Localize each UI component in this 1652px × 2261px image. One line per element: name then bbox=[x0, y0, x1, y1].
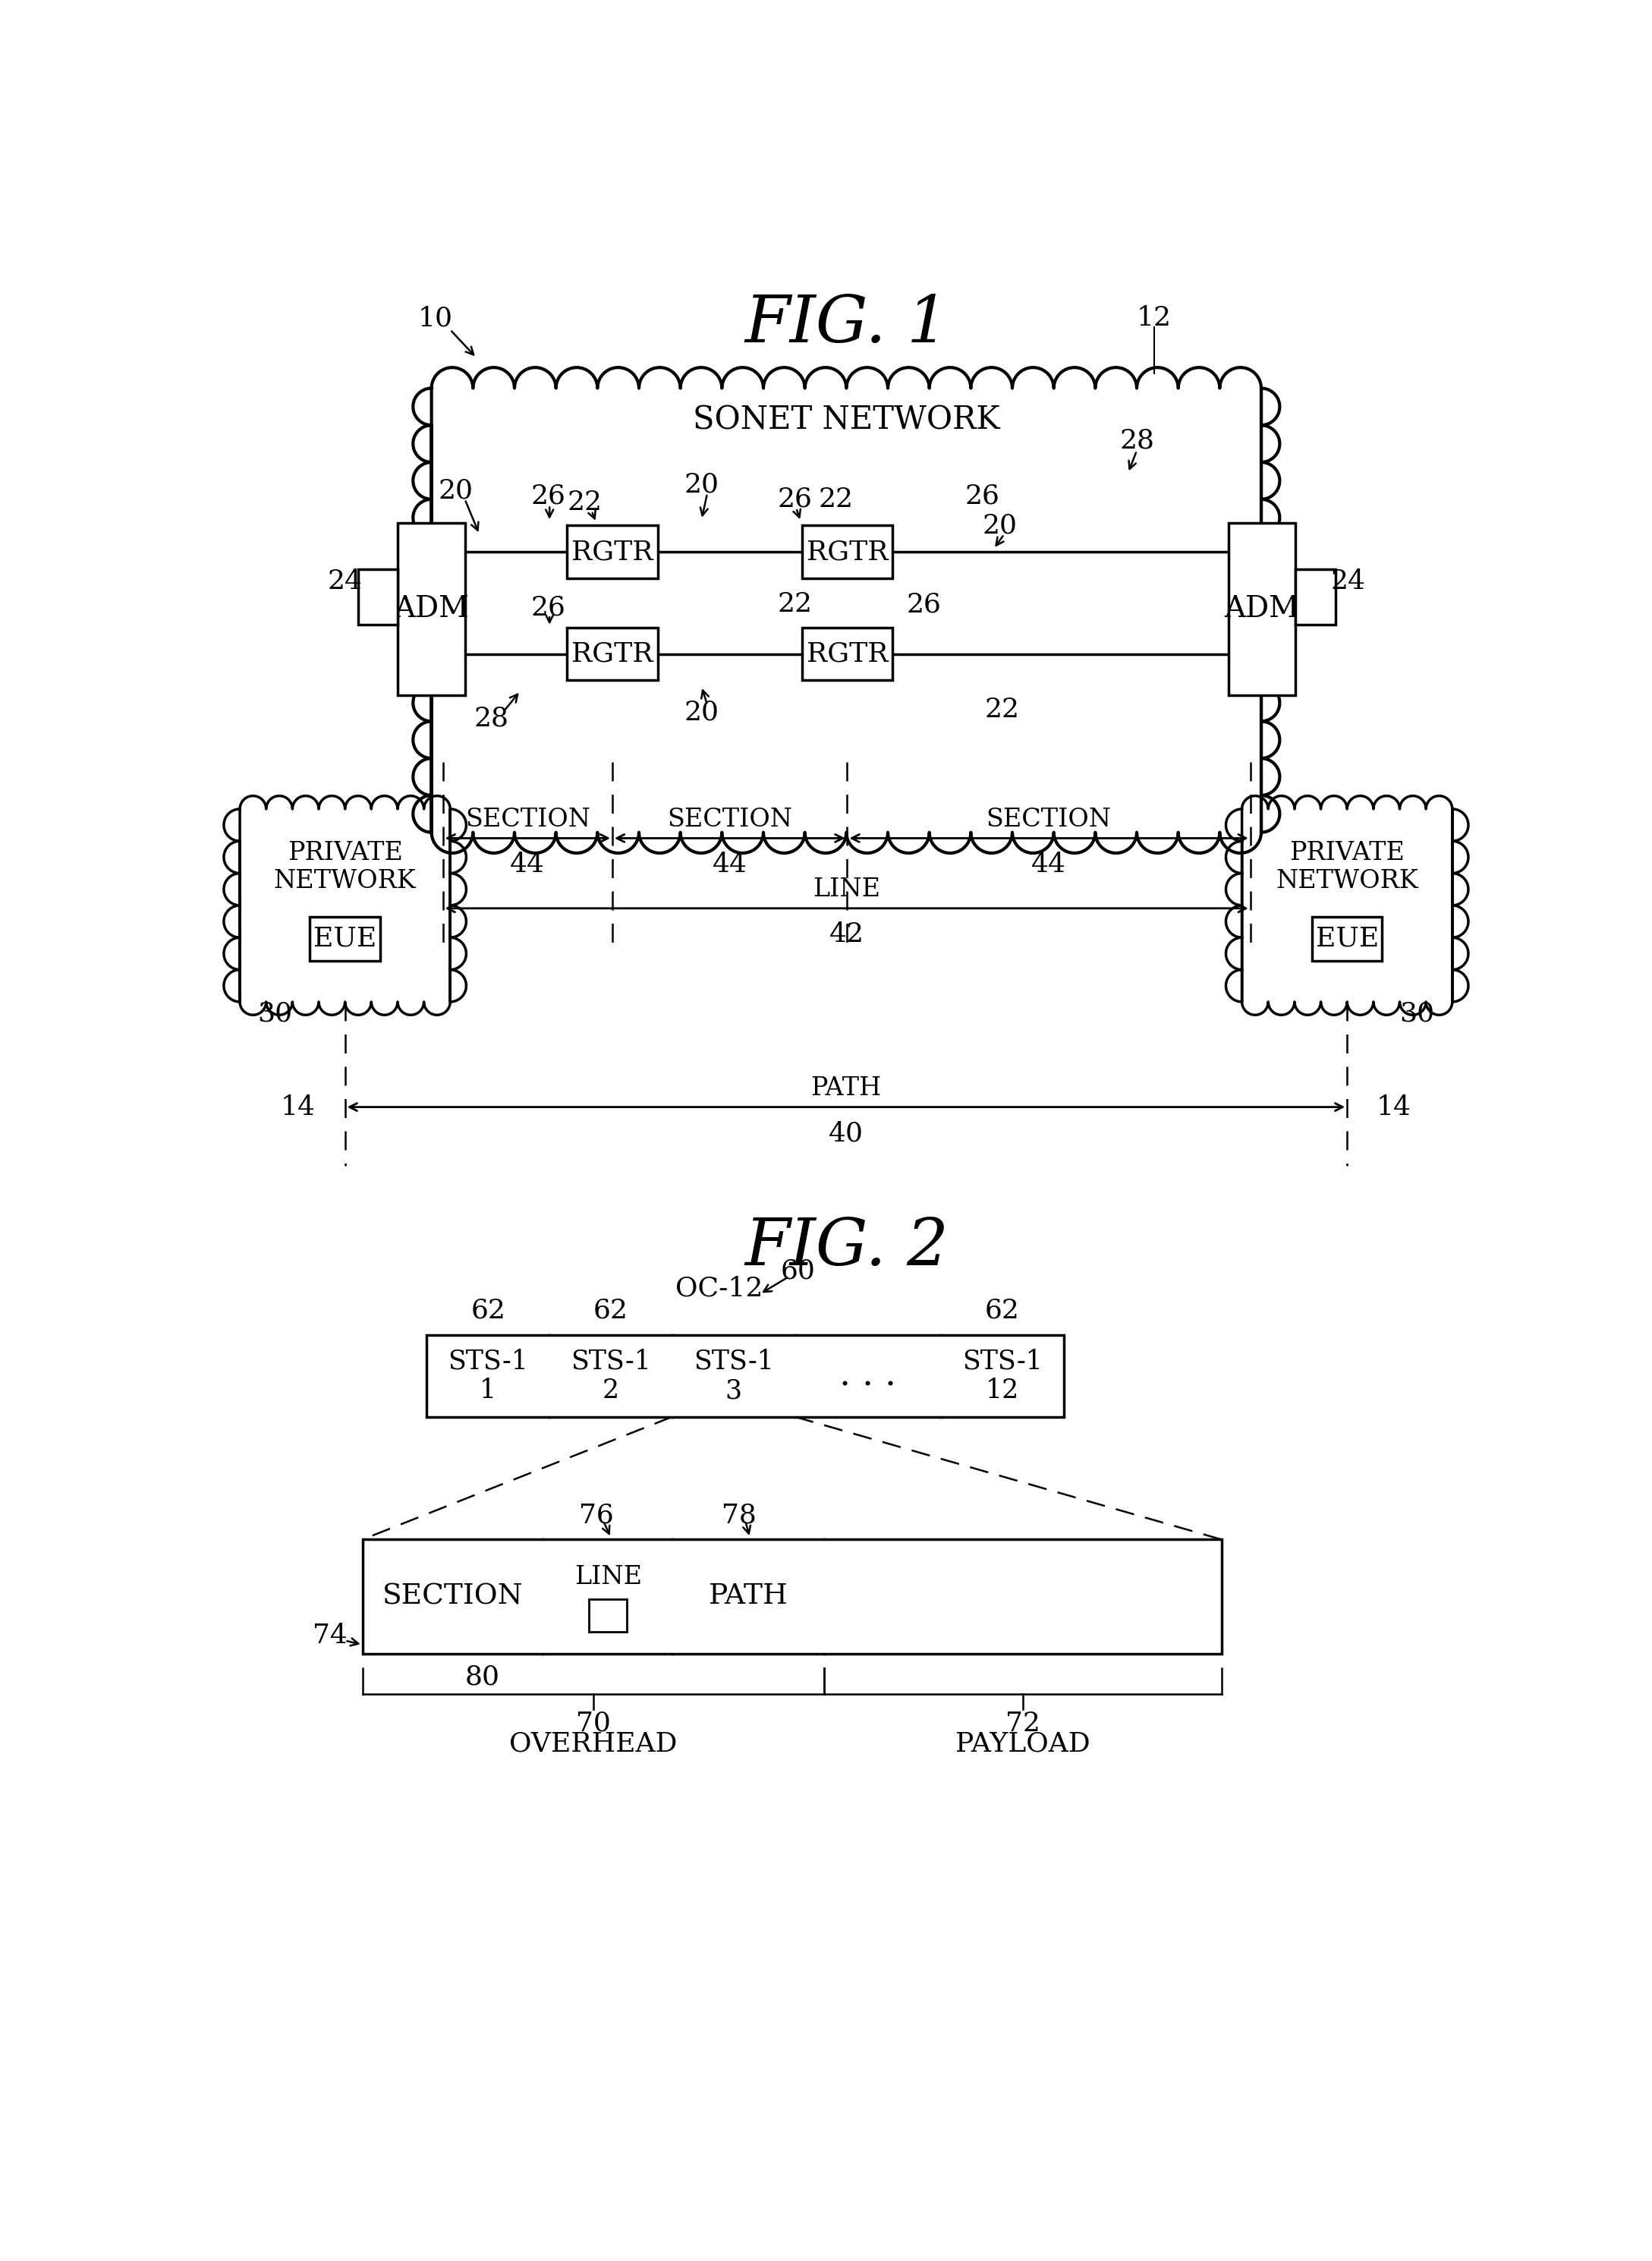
Text: LINE: LINE bbox=[813, 877, 881, 902]
Text: PRIVATE
NETWORK: PRIVATE NETWORK bbox=[274, 841, 416, 893]
Text: 72: 72 bbox=[1006, 1712, 1041, 1736]
Text: 80: 80 bbox=[464, 1664, 501, 1689]
Text: STS-1
1: STS-1 1 bbox=[448, 1348, 529, 1404]
Text: . . .: . . . bbox=[839, 1359, 897, 1393]
Text: 14: 14 bbox=[1376, 1094, 1411, 1119]
Text: 14: 14 bbox=[281, 1094, 316, 1119]
Text: 26: 26 bbox=[530, 595, 565, 620]
Text: STS-1
2: STS-1 2 bbox=[570, 1348, 651, 1404]
Text: 20: 20 bbox=[684, 473, 719, 497]
Bar bbox=[567, 629, 657, 681]
Text: PRIVATE
NETWORK: PRIVATE NETWORK bbox=[1275, 841, 1419, 893]
Text: 40: 40 bbox=[829, 1121, 864, 1146]
Text: 70: 70 bbox=[577, 1712, 611, 1736]
Text: 30: 30 bbox=[258, 1002, 292, 1026]
Text: 78: 78 bbox=[722, 1501, 757, 1528]
Text: 28: 28 bbox=[1120, 427, 1155, 454]
Text: FIG. 1: FIG. 1 bbox=[745, 292, 948, 355]
Text: 22: 22 bbox=[818, 486, 854, 513]
Text: 20: 20 bbox=[438, 477, 474, 504]
Text: ADM: ADM bbox=[1224, 595, 1300, 622]
Bar bbox=[567, 525, 657, 579]
Text: 24: 24 bbox=[1332, 568, 1366, 595]
Text: 24: 24 bbox=[327, 568, 362, 595]
Text: 28: 28 bbox=[474, 705, 509, 730]
Text: PAYLOAD: PAYLOAD bbox=[955, 1732, 1090, 1757]
Text: 10: 10 bbox=[418, 305, 453, 330]
Text: 74: 74 bbox=[312, 1623, 349, 1648]
Text: 44: 44 bbox=[1031, 852, 1066, 877]
Text: RGTR: RGTR bbox=[572, 538, 653, 565]
Bar bbox=[1229, 522, 1295, 694]
Text: SECTION: SECTION bbox=[667, 807, 793, 832]
Text: 26: 26 bbox=[778, 486, 813, 513]
Text: LINE: LINE bbox=[575, 1565, 641, 1589]
Text: 62: 62 bbox=[985, 1298, 1019, 1323]
Text: 76: 76 bbox=[578, 1501, 613, 1528]
Bar bbox=[398, 522, 464, 694]
Text: 62: 62 bbox=[471, 1298, 506, 1323]
Text: 22: 22 bbox=[778, 592, 813, 617]
Text: 62: 62 bbox=[593, 1298, 628, 1323]
Text: 20: 20 bbox=[684, 699, 719, 726]
Text: STS-1
12: STS-1 12 bbox=[961, 1348, 1042, 1404]
Text: 60: 60 bbox=[780, 1257, 816, 1284]
Text: SECTION: SECTION bbox=[383, 1583, 524, 1610]
Text: FIG. 2: FIG. 2 bbox=[745, 1216, 948, 1280]
Bar bbox=[362, 1540, 1221, 1653]
Text: PATH: PATH bbox=[811, 1076, 882, 1101]
Text: 22: 22 bbox=[567, 488, 601, 516]
Text: 20: 20 bbox=[981, 513, 1018, 538]
Bar bbox=[1312, 918, 1383, 961]
Text: RGTR: RGTR bbox=[806, 642, 889, 667]
Text: 22: 22 bbox=[985, 696, 1019, 724]
Bar bbox=[801, 629, 892, 681]
Text: EUE: EUE bbox=[1315, 925, 1379, 952]
Text: OC-12: OC-12 bbox=[676, 1275, 763, 1300]
Text: 44: 44 bbox=[712, 852, 747, 877]
Text: 26: 26 bbox=[530, 484, 565, 509]
Bar bbox=[358, 570, 398, 624]
Bar bbox=[590, 1599, 628, 1632]
Text: RGTR: RGTR bbox=[572, 642, 653, 667]
Text: SECTION: SECTION bbox=[464, 807, 590, 832]
Text: 26: 26 bbox=[965, 484, 999, 509]
Text: OVERHEAD: OVERHEAD bbox=[509, 1732, 677, 1757]
Bar bbox=[311, 918, 380, 961]
Text: RGTR: RGTR bbox=[806, 538, 889, 565]
Text: 12: 12 bbox=[1137, 305, 1171, 330]
Text: 44: 44 bbox=[510, 852, 545, 877]
Bar bbox=[801, 525, 892, 579]
Text: EUE: EUE bbox=[314, 925, 377, 952]
Text: 30: 30 bbox=[1399, 1002, 1434, 1026]
Text: 42: 42 bbox=[829, 922, 864, 947]
Text: SONET NETWORK: SONET NETWORK bbox=[692, 405, 999, 436]
Text: STS-1
3: STS-1 3 bbox=[694, 1348, 773, 1404]
Bar bbox=[426, 1334, 1064, 1418]
Text: SECTION: SECTION bbox=[986, 807, 1112, 832]
Text: PATH: PATH bbox=[709, 1583, 788, 1610]
Text: 26: 26 bbox=[905, 592, 942, 617]
Bar bbox=[1295, 570, 1335, 624]
Text: ADM: ADM bbox=[393, 595, 469, 622]
